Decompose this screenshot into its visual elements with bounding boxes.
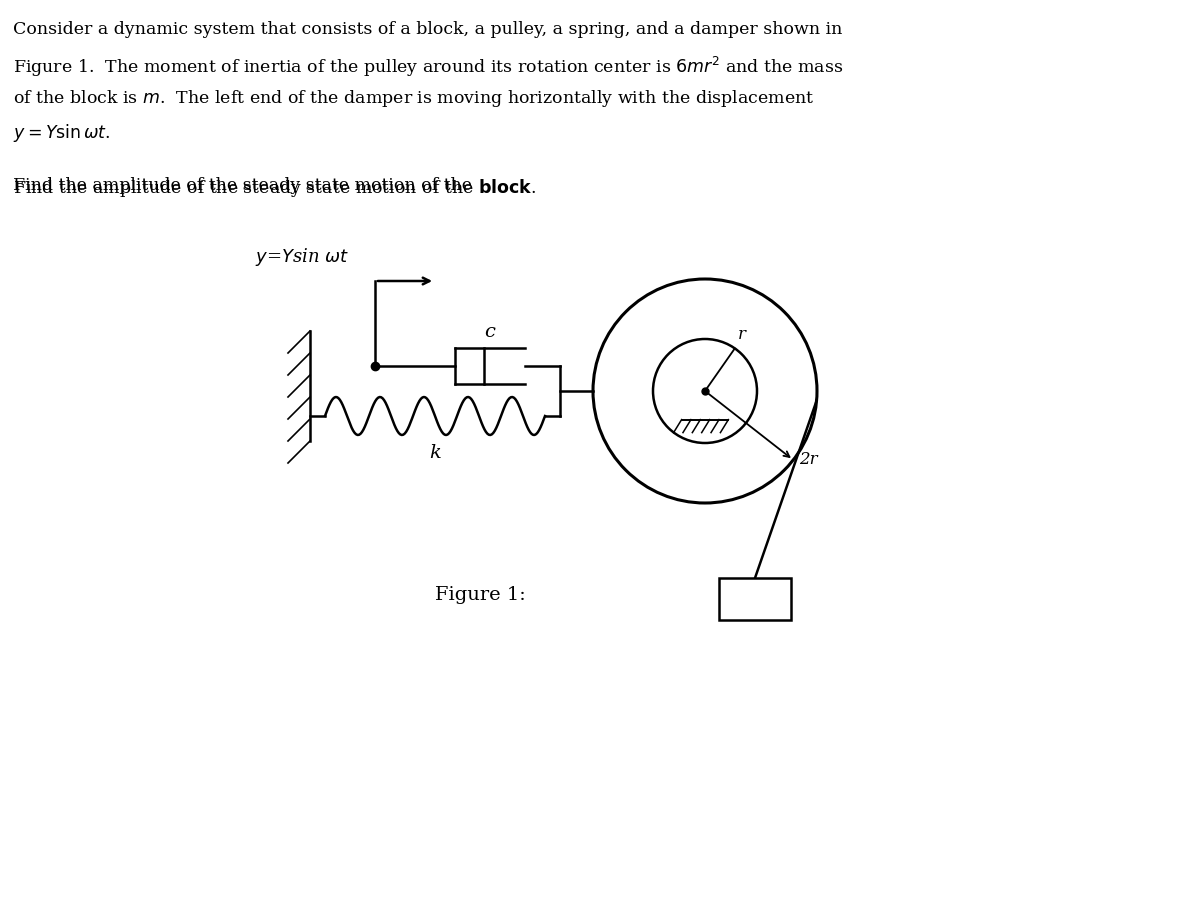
Text: of the block is $m$.  The left end of the damper is moving horizontally with the: of the block is $m$. The left end of the… [13, 88, 815, 109]
Text: k: k [429, 444, 441, 462]
Bar [719, 578, 791, 620]
Text: Consider a dynamic system that consists of a block, a pulley, a spring, and a da: Consider a dynamic system that consists … [13, 21, 842, 38]
Text: $y$=$Y$sin $\omega t$: $y$=$Y$sin $\omega t$ [255, 246, 349, 268]
Text: Figure 1.  The moment of inertia of the pulley around its rotation center is $6m: Figure 1. The moment of inertia of the p… [13, 54, 843, 79]
Text: 2r: 2r [799, 452, 818, 468]
Text: Find the amplitude of the steady state motion of the: Find the amplitude of the steady state m… [13, 177, 478, 194]
Text: m: m [745, 590, 764, 608]
Text: r: r [738, 326, 746, 344]
Text: $y = Y \sin\omega t$.: $y = Y \sin\omega t$. [13, 122, 110, 144]
Text: Find the amplitude of the steady state motion of the $\mathbf{block}$.: Find the amplitude of the steady state m… [13, 177, 537, 199]
Text: Figure 1:: Figure 1: [435, 586, 526, 604]
Text: c: c [484, 323, 496, 341]
